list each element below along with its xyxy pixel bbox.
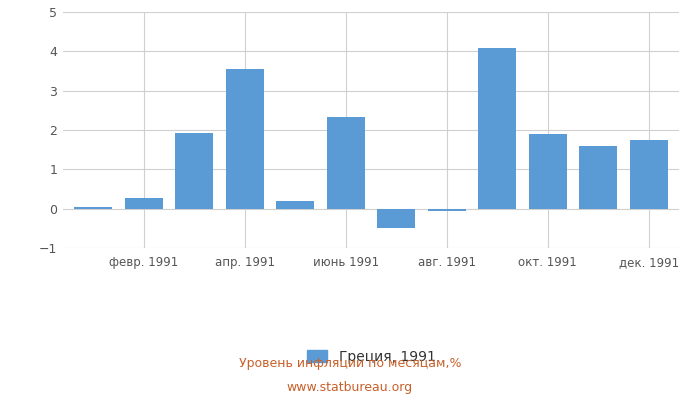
Legend: Греция, 1991: Греция, 1991 bbox=[307, 350, 435, 364]
Bar bbox=[175, 133, 214, 209]
Bar bbox=[74, 207, 112, 209]
Bar bbox=[327, 117, 365, 209]
Bar bbox=[528, 134, 567, 209]
Bar bbox=[276, 201, 314, 209]
Bar bbox=[478, 48, 516, 209]
Bar bbox=[125, 198, 162, 209]
Bar bbox=[580, 146, 617, 209]
Text: www.statbureau.org: www.statbureau.org bbox=[287, 382, 413, 394]
Bar bbox=[226, 70, 264, 209]
Bar bbox=[630, 140, 668, 209]
Bar bbox=[377, 209, 415, 228]
Bar bbox=[428, 209, 466, 212]
Text: Уровень инфляции по месяцам,%: Уровень инфляции по месяцам,% bbox=[239, 358, 461, 370]
